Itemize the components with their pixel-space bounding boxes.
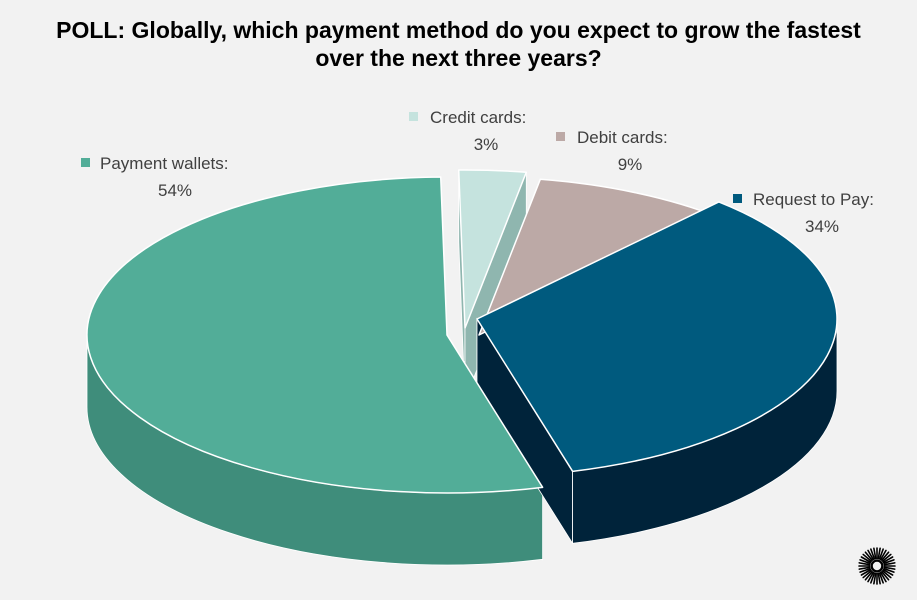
label-payment-wallets-value: 54%: [158, 181, 192, 200]
data-label-credit-cards: Credit cards: 3%: [409, 108, 526, 154]
legend-key-request-to-pay: [733, 194, 742, 203]
pie-slice-credit-cards: [457, 169, 528, 329]
label-debit-cards-name: Debit cards:: [577, 128, 668, 147]
label-credit-cards-name: Credit cards:: [430, 108, 526, 127]
brand-logo-icon: [858, 547, 896, 585]
pie-tops: [86, 169, 838, 494]
data-label-request-to-pay: Request to Pay: 34%: [733, 190, 874, 236]
pie-slice-request-to-pay: [476, 201, 838, 473]
chart-title-line-1: POLL: Globally, which payment method do …: [56, 17, 861, 43]
label-request-to-pay-value: 34%: [805, 217, 839, 236]
label-credit-cards-value: 3%: [474, 135, 499, 154]
chart-title: POLL: Globally, which payment method do …: [0, 16, 917, 72]
data-label-payment-wallets: Payment wallets: 54%: [81, 154, 229, 200]
label-debit-cards-value: 9%: [618, 155, 643, 174]
chart-title-line-2: over the next three years?: [315, 45, 602, 71]
label-request-to-pay-name: Request to Pay:: [753, 190, 874, 209]
legend-key-credit-cards: [409, 112, 418, 121]
pie-slice-payment-wallets: [86, 176, 544, 494]
legend-key-payment-wallets: [81, 158, 90, 167]
label-payment-wallets-name: Payment wallets:: [100, 154, 229, 173]
data-label-debit-cards: Debit cards: 9%: [556, 128, 668, 174]
legend-key-debit-cards: [556, 132, 565, 141]
